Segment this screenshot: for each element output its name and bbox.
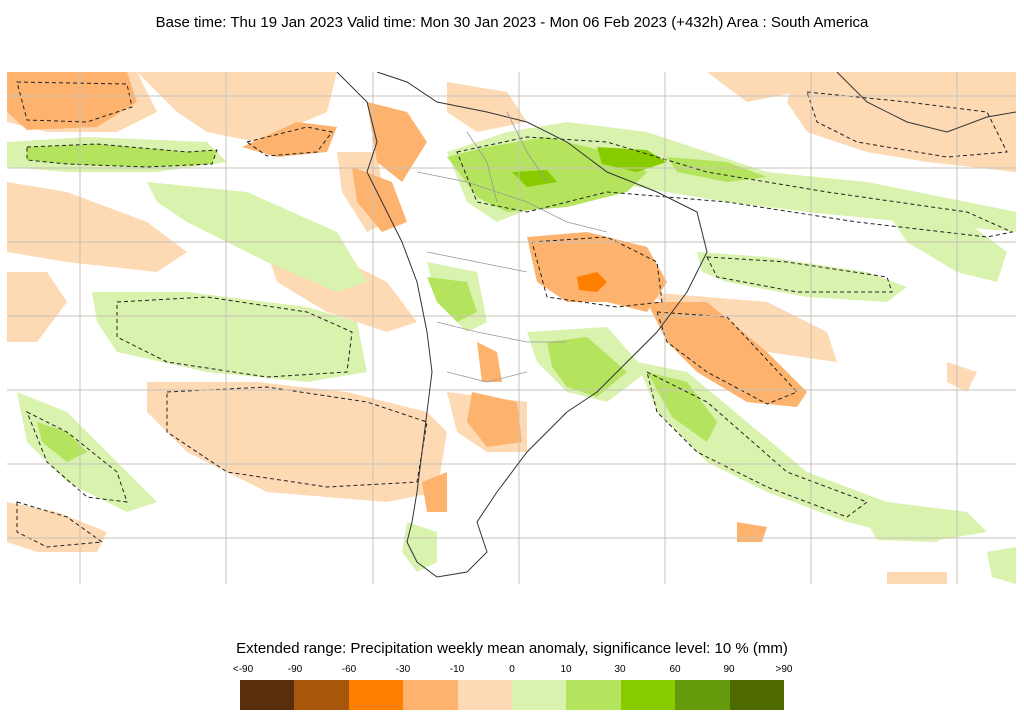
legend-tick: 0	[509, 664, 515, 675]
legend-tick: -30	[395, 664, 411, 675]
legend-title: Extended range: Precipitation weekly mea…	[236, 640, 788, 657]
legend-swatch	[566, 680, 621, 710]
legend-swatch	[294, 680, 349, 710]
legend-swatch	[729, 680, 785, 710]
coastlines	[336, 72, 1016, 578]
legend-swatch	[620, 680, 676, 710]
country-borders	[416, 111, 608, 383]
legend-tick: 60	[669, 664, 681, 675]
anomaly-strong-orange-regions	[577, 272, 607, 292]
legend-tick: -90	[287, 664, 303, 675]
legend-swatch	[675, 680, 730, 710]
anomaly-orange-regions	[7, 72, 807, 542]
anomaly-bright-green-regions	[512, 147, 667, 187]
legend-tick: -10	[449, 664, 465, 675]
legend-swatch	[240, 680, 295, 710]
legend-swatch	[512, 680, 567, 710]
graticule	[7, 72, 1016, 584]
legend-tick: 10	[560, 664, 572, 675]
legend-swatch	[457, 680, 513, 710]
legend-swatch	[348, 680, 404, 710]
precipitation-anomaly-map	[7, 72, 1016, 584]
legend-tick: -60	[341, 664, 357, 675]
legend-tick: 90	[723, 664, 735, 675]
legend-tick: >90	[775, 664, 793, 675]
legend-tick: <-90	[232, 664, 254, 675]
legend-colorbar	[240, 680, 785, 710]
legend-tick: 30	[614, 664, 626, 675]
legend-swatch	[403, 680, 458, 710]
legend-ticks: <-90 -90 -60 -30 -10 0 10 30 60 90 >90	[0, 664, 1024, 678]
chart-title: Base time: Thu 19 Jan 2023 Valid time: M…	[155, 14, 869, 31]
